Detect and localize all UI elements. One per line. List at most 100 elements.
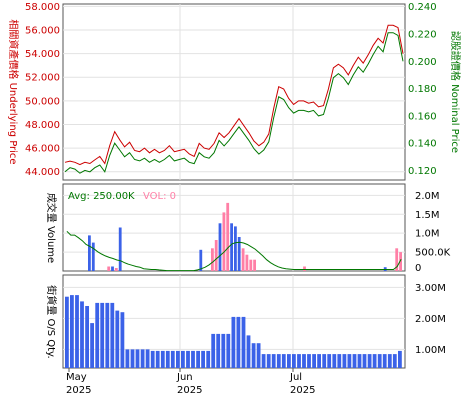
outstanding-bar (347, 354, 352, 368)
volume-bar (211, 248, 214, 271)
outstanding-bar (186, 350, 190, 368)
underlying-tick-label: 54.000 (25, 49, 60, 60)
outstanding-bar (337, 354, 342, 368)
outstanding-bar (170, 350, 175, 368)
year-label: 2025 (177, 385, 202, 396)
outstanding-bar (246, 335, 251, 368)
volume-bar (114, 268, 118, 271)
outstanding-bar (271, 354, 276, 368)
volume-bars (66, 202, 402, 271)
underlying-tick-label: 46.000 (25, 144, 60, 155)
volume-bar (91, 242, 95, 271)
outstanding-bar (191, 350, 195, 368)
nominal-tick-label: 0.120 (408, 166, 437, 177)
outstanding-bar (292, 354, 296, 368)
outstanding-bar (165, 350, 170, 368)
outstanding-bar (382, 354, 387, 368)
year-label: 2025 (66, 385, 91, 396)
underlying-price-line (64, 24, 404, 166)
outstanding-bar (342, 354, 347, 368)
outstanding-bar (176, 350, 180, 368)
volume-bar (395, 248, 399, 271)
volume-bar (230, 223, 233, 271)
underlying-tick-label: 52.000 (25, 73, 60, 84)
axis-ticks: 58.000 56.000 54.000 52.000 50.000 48.000 46.0… (25, 2, 451, 356)
outstanding-bar (352, 354, 357, 368)
volume-tick-label: 1.0M (415, 229, 440, 240)
x-axis-labels: May 2025 Jun 2025 Jul 2025 (66, 368, 315, 396)
volume-bar (234, 226, 237, 271)
outstanding-bar (105, 302, 110, 368)
outstanding-bar (140, 349, 145, 368)
volume-bar (245, 254, 249, 271)
nominal-tick-label: 0.180 (408, 84, 437, 95)
volume-bar (118, 227, 122, 271)
month-label: Jun (176, 372, 193, 383)
month-label: Jul (289, 372, 302, 383)
volume-tick-label: 0 (415, 263, 421, 274)
volume-vol-legend: VOL: 0 (143, 191, 176, 202)
nominal-tick-label: 0.200 (408, 57, 437, 68)
outstanding-bar (241, 316, 246, 368)
volume-average-line (66, 230, 402, 271)
outstanding-bar (95, 302, 100, 368)
outstanding-bar (221, 333, 226, 368)
outstanding-bar (307, 354, 311, 368)
underlying-tick-label: 48.000 (25, 120, 60, 131)
outstanding-bar (251, 343, 256, 368)
outstanding-bar (236, 316, 241, 368)
outstanding-bar (181, 350, 185, 368)
outstanding-bar (276, 354, 281, 368)
underlying-tick-label: 50.000 (25, 96, 60, 107)
nominal-tick-label: 0.240 (408, 2, 437, 13)
outstanding-bar (261, 354, 266, 368)
outstanding-bar (297, 354, 301, 368)
outstanding-bar (231, 316, 236, 368)
month-label: May (66, 372, 87, 383)
volume-bar (222, 212, 226, 271)
outstanding-bar (150, 350, 155, 368)
outstanding-bar (317, 354, 321, 368)
outstanding-bar (216, 333, 221, 368)
volume-bar (111, 266, 114, 271)
outstanding-bar (302, 354, 306, 368)
outstanding-bar (287, 354, 291, 368)
volume-tick-label: 500.0K (415, 248, 451, 259)
outstanding-bars (65, 295, 402, 368)
outstanding-bar (90, 323, 94, 368)
outstanding-tick-label: 2.00M (415, 314, 446, 325)
outstanding-bar (80, 301, 84, 368)
outstanding-bar (85, 306, 89, 368)
outstanding-bar (65, 296, 69, 368)
outstanding-axis-title: 街貨量 O/S Qty. (45, 285, 58, 358)
volume-avg-legend: Avg: 250.00K (68, 191, 135, 202)
outstanding-bar (110, 302, 115, 368)
volume-tick-label: 2.0M (415, 191, 440, 202)
outstanding-bar (281, 354, 286, 368)
volume-bar (399, 252, 402, 271)
outstanding-tick-label: 1.00M (415, 345, 446, 356)
volume-bar (237, 237, 241, 271)
outstanding-bar (130, 349, 135, 368)
volume-bar (199, 249, 203, 271)
nominal-price-axis-title: 認股證價格 Nominal Price (449, 31, 462, 153)
volume-tick-label: 1.5M (415, 210, 440, 221)
volume-bar (214, 240, 218, 271)
outstanding-bar (135, 349, 140, 368)
outstanding-bar (70, 295, 74, 368)
outstanding-bar (155, 350, 160, 368)
outstanding-bar (206, 350, 211, 368)
volume-bar (226, 202, 230, 271)
outstanding-bar (372, 354, 377, 368)
outstanding-bar (392, 354, 397, 368)
nominal-price-line (64, 32, 404, 174)
nominal-tick-label: 0.220 (408, 30, 437, 41)
volume-bar (303, 266, 306, 271)
outstanding-bar (196, 350, 200, 368)
outstanding-bar (387, 354, 392, 368)
outstanding-bar (211, 333, 216, 368)
nominal-tick-label: 0.140 (408, 139, 437, 150)
outstanding-bar (362, 354, 367, 368)
outstanding-bar (322, 354, 327, 368)
